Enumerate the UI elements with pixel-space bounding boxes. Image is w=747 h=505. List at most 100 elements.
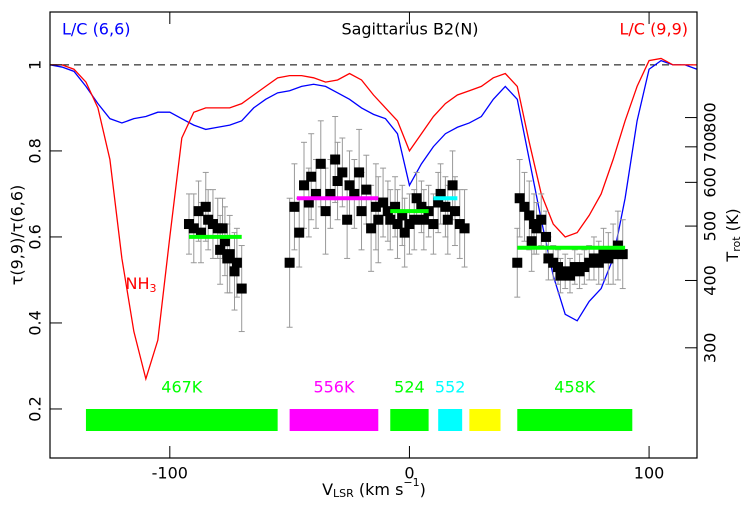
point	[418, 214, 429, 225]
point	[332, 176, 343, 187]
point	[409, 214, 420, 225]
band-label: 556K	[313, 378, 355, 397]
point	[433, 197, 444, 208]
band-label: 467K	[161, 378, 203, 397]
point	[536, 214, 547, 225]
annotation-part: NH	[126, 274, 150, 293]
point	[306, 171, 317, 182]
x-tick-label: 100	[634, 464, 665, 483]
y2-tick-label: 700	[701, 132, 720, 163]
point	[200, 201, 211, 212]
point	[284, 257, 295, 268]
y2-tick-label: 400	[701, 265, 720, 296]
point	[289, 201, 300, 212]
point	[428, 219, 439, 230]
y-tick-label: 0.2	[26, 396, 45, 421]
point	[524, 210, 535, 221]
point	[195, 227, 206, 238]
point	[411, 193, 422, 204]
line-series	[49, 59, 698, 322]
point	[342, 214, 353, 225]
point	[224, 249, 235, 260]
point	[382, 206, 393, 217]
point	[325, 188, 336, 199]
point	[435, 188, 446, 199]
point	[447, 180, 458, 191]
point	[373, 214, 384, 225]
point	[531, 223, 542, 234]
point	[397, 210, 408, 221]
point	[231, 257, 242, 268]
point	[330, 154, 341, 165]
point	[349, 188, 360, 199]
point	[215, 244, 226, 255]
point	[526, 236, 537, 247]
point	[442, 214, 453, 225]
y-tick-label: 0.4	[26, 310, 45, 335]
y-tick-label: 0.6	[26, 224, 45, 249]
point	[370, 201, 381, 212]
point	[299, 180, 310, 191]
point	[385, 214, 396, 225]
y-tick-label: 0.8	[26, 138, 45, 163]
annotation-part: 3	[150, 282, 157, 295]
band	[289, 409, 379, 431]
point	[514, 193, 525, 204]
band	[469, 409, 501, 431]
point	[294, 227, 305, 238]
point	[449, 206, 460, 217]
y-axis-label: τ(9,9)/τ(6,6)	[8, 185, 27, 286]
point	[356, 206, 367, 217]
point	[519, 201, 530, 212]
band	[85, 409, 278, 431]
point	[416, 201, 427, 212]
point	[608, 249, 619, 260]
x-axis-label: VLSR (km s−1)	[322, 476, 426, 500]
plot-frame	[49, 11, 698, 459]
point	[390, 201, 401, 212]
band-label: 552	[435, 378, 466, 397]
y2-tick-label: 300	[701, 333, 720, 364]
y2-tick-label: 600	[701, 167, 720, 198]
chart-title: Sagittarius B2(N)	[341, 20, 478, 39]
point	[344, 180, 355, 191]
line-series	[50, 57, 697, 382]
point	[193, 206, 204, 217]
band	[517, 409, 633, 431]
x-tick-label: -100	[152, 464, 188, 483]
point	[229, 266, 240, 277]
point	[361, 184, 372, 195]
point	[236, 283, 247, 294]
point	[219, 236, 230, 247]
point	[315, 158, 326, 169]
y-tick-label: 1	[26, 60, 45, 70]
point	[303, 197, 314, 208]
point	[217, 223, 228, 234]
point	[440, 201, 451, 212]
point	[541, 231, 552, 242]
x-tick-label: 0	[404, 464, 414, 483]
point	[354, 167, 365, 178]
band	[390, 409, 429, 431]
legend-entry: L/C (6,6)	[62, 20, 131, 39]
point	[378, 197, 389, 208]
point	[564, 270, 575, 281]
band	[438, 409, 463, 431]
band-label: 524	[394, 378, 425, 397]
point	[512, 257, 523, 268]
y2-tick-label: 800	[701, 102, 720, 133]
legend-entry: L/C (9,9)	[620, 20, 689, 39]
point	[392, 219, 403, 230]
point	[337, 167, 348, 178]
point	[617, 249, 628, 260]
y2-axis-label: Trot (K)	[723, 208, 744, 262]
point	[593, 257, 604, 268]
band-label: 458K	[554, 378, 596, 397]
y2-tick-label: 500	[701, 211, 720, 242]
point	[553, 262, 564, 273]
point	[399, 227, 410, 238]
point	[188, 223, 199, 234]
point	[366, 223, 377, 234]
annotation: NH3	[126, 274, 157, 296]
